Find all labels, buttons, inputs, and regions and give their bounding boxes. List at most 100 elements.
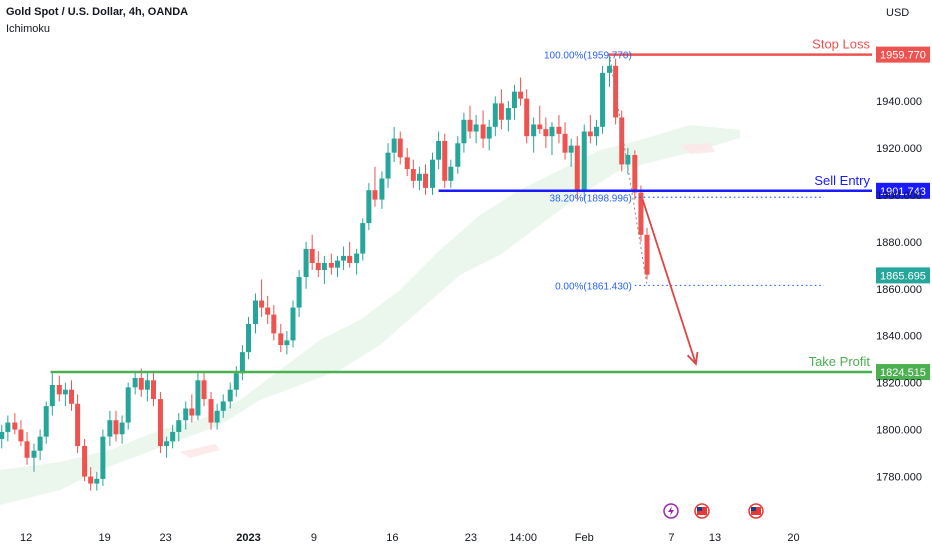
candle-body bbox=[505, 108, 511, 120]
y-tick-label: 1840.000 bbox=[876, 331, 922, 343]
candle-body bbox=[391, 138, 397, 153]
x-tick-label: 16 bbox=[386, 532, 398, 544]
candle-body bbox=[303, 248, 309, 278]
stop_loss-price-badge bbox=[876, 46, 930, 63]
arrow-head bbox=[686, 351, 699, 366]
candle-body bbox=[201, 380, 207, 400]
fib-level-label: 0.00%(1861.430) bbox=[555, 281, 632, 292]
candle-body bbox=[290, 307, 296, 341]
candle-body bbox=[24, 441, 30, 458]
x-tick-label: Feb bbox=[575, 532, 594, 544]
candle-body bbox=[518, 91, 524, 99]
us-flag-icon-canton bbox=[697, 507, 702, 511]
candle-body bbox=[397, 138, 403, 158]
candle-body bbox=[208, 399, 214, 423]
candle-body bbox=[278, 333, 284, 346]
candle-body bbox=[360, 223, 366, 254]
candle-body bbox=[543, 129, 549, 137]
candle-body bbox=[644, 234, 650, 275]
time-axis[interactable]: 12 19 23 2023 9 16 23 14:00 Feb 7 13 20 bbox=[20, 532, 800, 544]
candle-body bbox=[164, 441, 170, 447]
stop_loss-label: Stop Loss bbox=[812, 37, 870, 52]
candle-body bbox=[385, 152, 391, 179]
candle-body bbox=[5, 422, 11, 432]
candle-body bbox=[625, 155, 631, 165]
x-tick-label: 12 bbox=[20, 532, 32, 544]
candle-body bbox=[75, 403, 81, 447]
candle-body bbox=[69, 389, 75, 404]
candle-body bbox=[125, 387, 131, 423]
candle-body bbox=[581, 131, 587, 191]
us-flag-icon-2-canton bbox=[751, 507, 756, 511]
price-axis[interactable]: 1780.000 1800.000 1820.000 1840.000 1860.000… bbox=[876, 96, 922, 484]
y-tick-label: 1920.000 bbox=[876, 143, 922, 155]
candle-body bbox=[531, 124, 537, 137]
candle-body bbox=[556, 126, 562, 134]
projection-arrow bbox=[641, 199, 699, 366]
candle-body bbox=[486, 126, 492, 139]
sell_entry-price-text: 1901.743 bbox=[880, 186, 926, 198]
candle-body bbox=[49, 385, 55, 407]
y-tick-label: 1780.000 bbox=[876, 472, 922, 484]
candle-body bbox=[524, 98, 530, 137]
candle-body bbox=[341, 255, 347, 261]
last-price-text: 1865.695 bbox=[880, 270, 926, 282]
indicator-label[interactable]: Ichimoku bbox=[6, 23, 51, 35]
fib-level-label: 100.00%(1959.770) bbox=[544, 51, 632, 62]
candle-body bbox=[347, 255, 353, 263]
last-price-badge bbox=[876, 267, 930, 284]
candle-body bbox=[100, 436, 106, 479]
x-tick-label: 2023 bbox=[236, 532, 260, 544]
x-tick-label: 23 bbox=[465, 532, 477, 544]
candle-body bbox=[448, 166, 454, 181]
candle-body bbox=[214, 410, 220, 423]
candle-body bbox=[498, 103, 504, 120]
candle-body bbox=[119, 422, 125, 435]
sell_entry-price-badge bbox=[876, 182, 930, 199]
arrow-shaft bbox=[641, 199, 697, 365]
candle-body bbox=[638, 192, 644, 235]
candle-body bbox=[379, 178, 385, 200]
y-tick-label: 1820.000 bbox=[876, 378, 922, 390]
candle-body bbox=[574, 145, 580, 191]
candle-body bbox=[354, 253, 360, 263]
candle-body bbox=[442, 140, 448, 181]
x-tick-label: 19 bbox=[99, 532, 111, 544]
fib-layer: 100.00%(1959.770) 38.20%(1898.996) 0.00%(1… bbox=[544, 51, 825, 292]
candle-body bbox=[12, 422, 18, 430]
candle-body bbox=[613, 65, 619, 118]
x-tick-label: 9 bbox=[311, 532, 317, 544]
fib-level-label: 38.20%(1898.996) bbox=[550, 193, 632, 204]
candle-body bbox=[271, 314, 277, 334]
candle-body bbox=[113, 420, 119, 435]
candle-body bbox=[107, 420, 113, 437]
candle-body bbox=[246, 323, 252, 353]
candle-body bbox=[549, 126, 555, 137]
candle-body bbox=[195, 380, 201, 416]
candle-body bbox=[56, 385, 62, 395]
candle-body bbox=[170, 431, 176, 442]
x-tick-label: 14:00 bbox=[509, 532, 537, 544]
candle-body bbox=[461, 119, 467, 144]
candle-body bbox=[436, 140, 442, 160]
take_profit-price-text: 1824.515 bbox=[880, 367, 926, 379]
lightning-icon-glyph bbox=[668, 506, 674, 516]
y-tick-label: 1900.000 bbox=[876, 190, 922, 202]
sell_entry-label: Sell Entry bbox=[814, 173, 870, 188]
candle-body bbox=[568, 145, 574, 153]
take_profit-price-badge bbox=[876, 364, 930, 381]
candle-body bbox=[372, 190, 378, 200]
candle-body bbox=[619, 117, 625, 165]
candle-body bbox=[138, 377, 144, 390]
y-tick-label: 1880.000 bbox=[876, 237, 922, 249]
candle-body bbox=[480, 124, 486, 139]
candle-body bbox=[94, 478, 100, 484]
candle-body bbox=[366, 190, 372, 224]
y-tick-label: 1940.000 bbox=[876, 96, 922, 108]
candle-body bbox=[220, 401, 226, 411]
candle-body bbox=[587, 131, 593, 137]
candle-body bbox=[410, 169, 416, 181]
candles-layer bbox=[0, 54, 650, 491]
candle-body bbox=[492, 103, 498, 127]
